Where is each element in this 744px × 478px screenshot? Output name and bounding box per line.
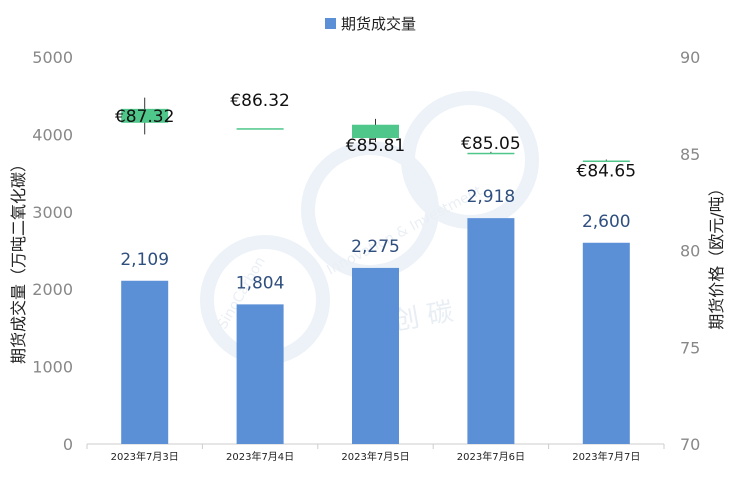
y-left-tick-label: 0 xyxy=(63,435,73,454)
y-left-tick-label: 2000 xyxy=(32,280,73,299)
y-left-tick-label: 3000 xyxy=(32,203,73,222)
price-candle xyxy=(236,128,284,130)
volume-bar xyxy=(236,304,284,444)
y-left-tick-label: 1000 xyxy=(32,358,73,377)
price-candle xyxy=(467,152,515,155)
legend-label: 期货成交量 xyxy=(341,15,416,33)
y-right-tick-label: 70 xyxy=(680,435,700,454)
x-tick-label: 2023年7月4日 xyxy=(226,450,294,463)
volume-bar xyxy=(121,280,169,444)
price-data-label: €87.32 xyxy=(115,107,174,127)
legend: 期货成交量 xyxy=(325,15,416,33)
price-candle xyxy=(582,160,630,163)
price-data-label: €84.65 xyxy=(577,162,636,182)
volume-data-label: 2,918 xyxy=(467,187,516,207)
price-candle xyxy=(121,108,169,123)
y-right-tick-label: 75 xyxy=(680,338,700,357)
watermark-text-3: 创 碳 xyxy=(391,297,456,337)
volume-data-label: 2,109 xyxy=(120,250,169,270)
volume-data-label: 2,275 xyxy=(351,237,400,257)
y-left-tick-label: 5000 xyxy=(32,48,73,67)
x-tick-label: 2023年7月5日 xyxy=(341,450,409,463)
x-tick-label: 2023年7月6日 xyxy=(457,450,525,463)
price-data-label: €85.81 xyxy=(346,136,405,156)
y-axis-left-title: 期货成交量（万吨二氧化碳） xyxy=(9,156,28,364)
legend-swatch xyxy=(325,18,336,29)
volume-bar xyxy=(582,242,630,444)
y-right-tick-label: 90 xyxy=(680,48,700,67)
y-right-tick-label: 80 xyxy=(680,242,700,261)
price-data-label: €86.32 xyxy=(230,91,289,111)
price-data-label: €85.05 xyxy=(461,134,520,154)
x-tick-label: 2023年7月7日 xyxy=(572,450,640,463)
volume-bar xyxy=(352,267,399,444)
y-left-tick-label: 4000 xyxy=(32,125,73,144)
price-candle xyxy=(352,124,399,139)
y-axis-right-title: 期货价格（欧元/吨） xyxy=(707,180,726,329)
volume-data-label: 1,804 xyxy=(236,273,285,293)
volume-data-label: 2,600 xyxy=(582,212,631,232)
y-right-tick-label: 85 xyxy=(680,145,700,164)
x-tick-label: 2023年7月3日 xyxy=(111,450,179,463)
volume-bar xyxy=(467,218,515,444)
